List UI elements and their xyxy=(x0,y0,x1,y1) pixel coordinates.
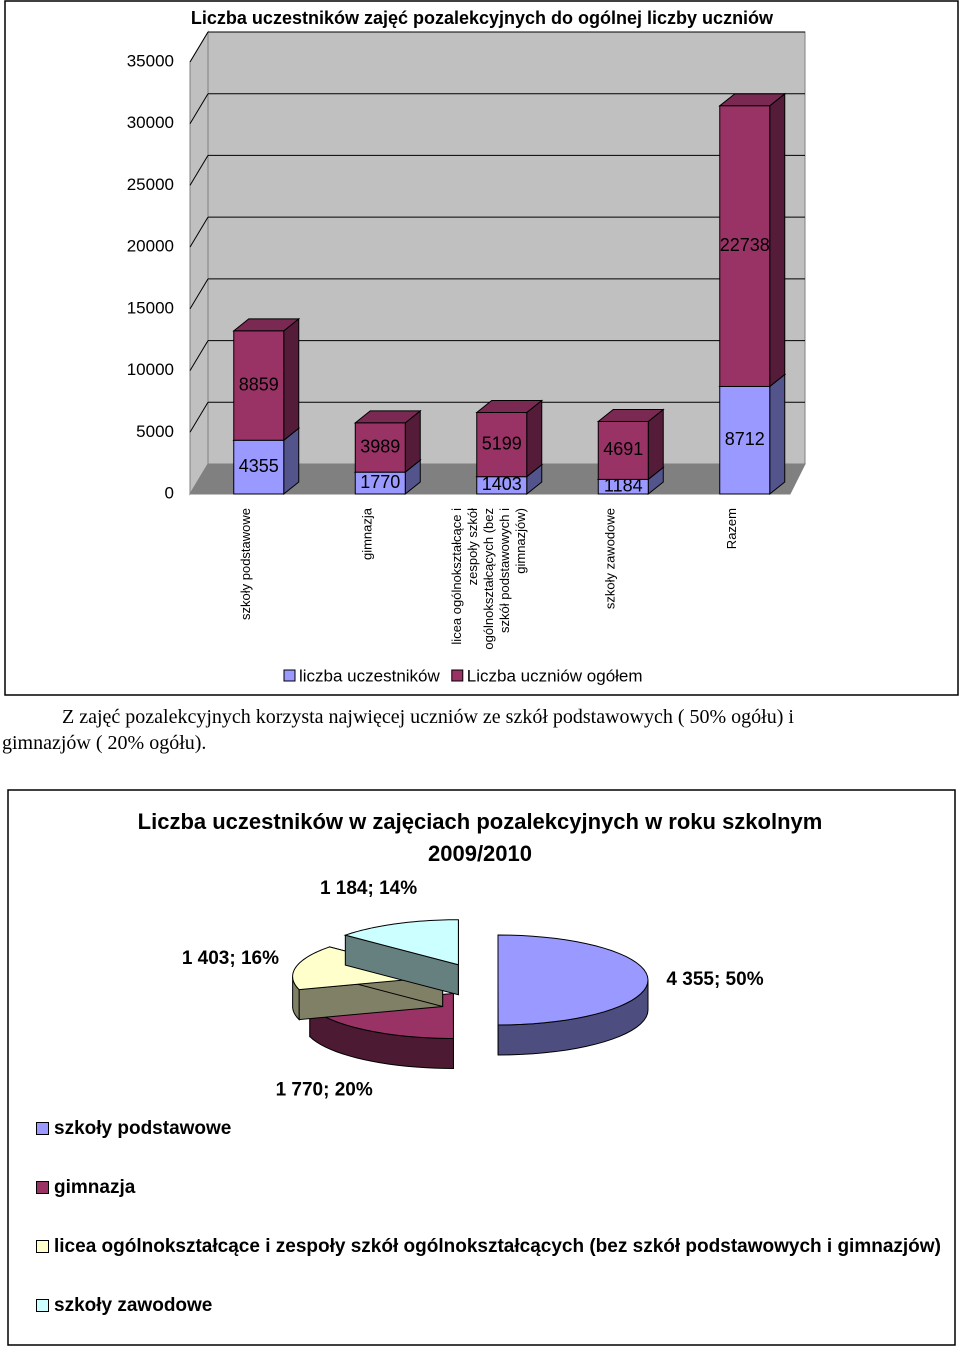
chart-frame xyxy=(7,789,956,1346)
grid-line xyxy=(189,340,209,371)
paragraph: Z zajęć pozalekcyjnych korzysta najwięce… xyxy=(2,706,794,754)
y-tick-label: 0 xyxy=(165,483,174,502)
grid-line xyxy=(189,155,209,186)
x-tick-label-line: zespoły szkół xyxy=(465,508,480,585)
grid-line xyxy=(189,216,209,248)
y-tick-label: 10000 xyxy=(127,360,174,379)
x-tick-label-group: licea ogólnokształcące izespoły szkółogó… xyxy=(449,508,528,650)
title-box: Liczba uczestników w zajęciach pozalekcy… xyxy=(137,809,823,866)
data-label: 1 184; 14% xyxy=(320,878,417,899)
grid-line xyxy=(189,31,209,63)
y-tick-label: 20000 xyxy=(127,237,174,256)
chart-title: Liczba uczestników w zajęciach pozalekcy… xyxy=(137,809,823,866)
legend-swatch xyxy=(283,669,296,682)
y-tick-label: 35000 xyxy=(127,51,174,70)
bar xyxy=(719,385,771,495)
x-tick-label-group: szkoły zawodowe xyxy=(603,508,618,609)
data-label: 4355 xyxy=(239,456,279,476)
y-tick-label: 30000 xyxy=(127,113,174,132)
x-tick-label: licea ogólnokształcące izespoły szkółogó… xyxy=(449,508,528,650)
y-tick-label: 25000 xyxy=(127,175,174,194)
bar xyxy=(476,412,528,478)
legend-label: szkoły zawodowe xyxy=(54,1295,213,1316)
bar-side xyxy=(769,92,786,388)
x-tick-label-line: licea ogólnokształcące i xyxy=(449,508,464,645)
legend-label: Liczba uczniów ogółem xyxy=(467,666,643,685)
x-tick-label-line: ogólnokształcących (bez xyxy=(481,508,496,650)
grid-line xyxy=(189,402,209,433)
bar xyxy=(719,105,771,387)
x-tick-label-line: gimnazja xyxy=(360,507,375,560)
legend-swatch xyxy=(451,669,464,682)
y-tick-label: 15000 xyxy=(127,298,174,317)
grid-line xyxy=(189,93,209,124)
y-tick-label: 5000 xyxy=(136,422,174,441)
bar xyxy=(233,330,285,441)
bar xyxy=(354,422,406,473)
legend-label: szkoły podstawowe xyxy=(54,1118,232,1139)
grid-line xyxy=(189,278,209,310)
x-tick-label-line: gimnazjów) xyxy=(513,508,528,574)
data-label: 1403 xyxy=(482,474,522,494)
data-label: 3989 xyxy=(360,436,400,456)
bar-side xyxy=(283,317,300,442)
x-tick-label: szkoły zawodowe xyxy=(603,508,618,609)
data-label: 5199 xyxy=(482,433,522,453)
x-tick-label-line: szkół podstawowych i xyxy=(497,508,512,633)
data-label: 1 403; 16% xyxy=(182,948,279,969)
data-label: 22738 xyxy=(720,235,770,255)
pie-slice xyxy=(497,934,649,1026)
data-label: 1 770; 20% xyxy=(276,1079,373,1100)
chart-title: Liczba uczestników zajęć pozalekcyjnych … xyxy=(191,8,774,28)
data-label: 4691 xyxy=(603,439,643,459)
x-tick-label-group: Razem xyxy=(724,508,739,549)
x-tick-label-group: gimnazja xyxy=(360,507,375,560)
x-tick-label: gimnazja xyxy=(360,507,375,560)
x-tick-label-line: szkoły podstawowe xyxy=(238,508,253,620)
data-label: 8859 xyxy=(239,374,279,394)
bar xyxy=(597,420,649,480)
legend-label: gimnazja xyxy=(54,1177,136,1198)
data-label: 1184 xyxy=(604,475,643,495)
legend-label: liczba uczestników xyxy=(299,666,441,685)
legend-label: licea ogólnokształcące i zespoły szkół o… xyxy=(54,1236,941,1257)
pie-slice xyxy=(343,919,459,966)
side-wall xyxy=(189,30,209,496)
legend-swatch xyxy=(36,1240,49,1253)
legend-swatch xyxy=(36,1181,49,1194)
bar-side xyxy=(769,373,786,496)
x-tick-label-line: szkoły zawodowe xyxy=(603,508,618,609)
x-tick-label: Razem xyxy=(724,508,739,549)
data-label: 8712 xyxy=(725,429,765,449)
legend-swatch xyxy=(36,1122,49,1135)
x-tick-label: szkoły podstawowe xyxy=(238,508,253,620)
x-tick-label-line: Razem xyxy=(724,508,739,549)
x-tick-label-group: szkoły podstawowe xyxy=(238,508,253,620)
data-label: 1770 xyxy=(360,472,400,492)
bar-side xyxy=(526,399,543,478)
legend-swatch xyxy=(36,1299,49,1312)
data-label: 4 355; 50% xyxy=(666,969,763,990)
